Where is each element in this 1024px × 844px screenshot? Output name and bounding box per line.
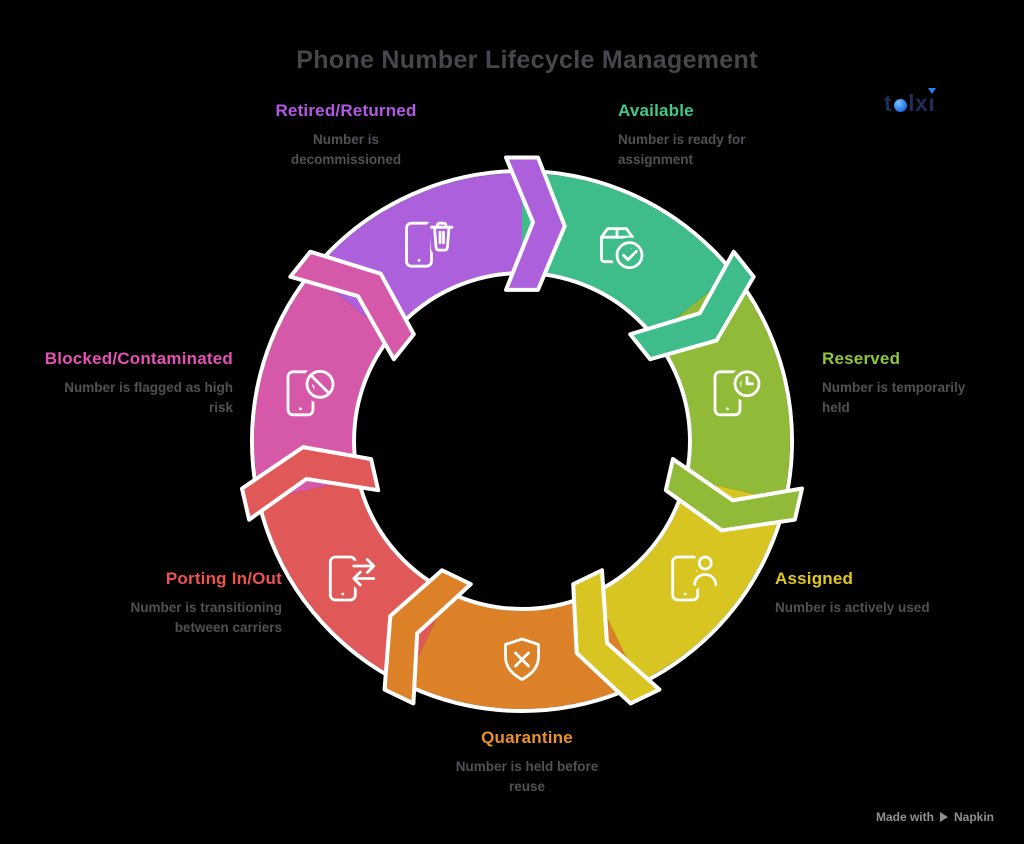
- chevron-arrow-reserved: [663, 457, 804, 533]
- attribution-prefix: Made with: [875, 810, 934, 824]
- phone-trash-icon: [405, 217, 458, 268]
- stage-block-available: Available Number is ready for assignment: [618, 101, 793, 171]
- attribution-product: Napkin: [953, 810, 994, 824]
- stage-label: Quarantine: [481, 728, 573, 747]
- phone-swap-arrows-icon: [328, 554, 380, 602]
- chevron-arrow-quarantine: [382, 568, 473, 706]
- stage-description: Number is decommissioned: [290, 132, 402, 168]
- stage-description: Number is ready for assignment: [618, 132, 746, 168]
- stage-label: Available: [618, 101, 694, 120]
- package-check-icon: [600, 227, 648, 273]
- phone-ban-icon: [286, 366, 339, 417]
- stage-block-retired: Retired/Returned Number is decommissione…: [246, 101, 446, 171]
- chevron-arrow-blocked-contaminated: [288, 249, 416, 362]
- stage-description: Number is flagged as high risk: [64, 380, 233, 416]
- stage-label: Assigned: [775, 569, 854, 588]
- logo-letters-lx: lx: [908, 90, 929, 116]
- logo-letter-t: t: [884, 90, 893, 116]
- logo-sphere-icon: [893, 99, 907, 112]
- stage-label: Porting In/Out: [165, 569, 282, 588]
- phone-clock-icon: [713, 366, 765, 417]
- stage-description: Number is transitioning between carriers: [130, 600, 282, 636]
- logo-letter-i: ı: [927, 88, 936, 116]
- made-with-attribution: Made with Napkin: [876, 810, 994, 824]
- stage-block-reserved: Reserved Number is temporarily held: [822, 349, 997, 419]
- stage-label: Blocked/Contaminated: [44, 349, 233, 368]
- stage-label: Reserved: [822, 349, 901, 368]
- stage-block-porting: Porting In/Out Number is transitioning b…: [62, 569, 282, 639]
- stage-description: Number is temporarily held: [822, 380, 966, 416]
- stage-block-blocked: Blocked/Contaminated Number is flagged a…: [13, 349, 233, 419]
- brand-logo: t lx ı: [884, 88, 936, 117]
- napkin-logo-icon: [939, 812, 948, 822]
- stage-label: Retired/Returned: [275, 101, 417, 120]
- chevron-arrow-retired-returned: [504, 155, 567, 292]
- shield-x-icon: [504, 637, 540, 681]
- stage-description: Number is actively used: [775, 600, 930, 615]
- stage-block-quarantine: Quarantine Number is held before reuse: [422, 728, 632, 798]
- diagram-title: Phone Number Lifecycle Management: [296, 46, 758, 74]
- stage-block-assigned: Assigned Number is actively used: [775, 569, 990, 618]
- phone-user-icon: [671, 551, 721, 602]
- chevron-arrow-assigned: [571, 568, 662, 706]
- chevron-arrow-available: [628, 249, 756, 362]
- stage-description: Number is held before reuse: [455, 759, 599, 795]
- logo-triangle-icon: [927, 88, 936, 94]
- chevron-arrow-porting-in-out: [240, 445, 381, 522]
